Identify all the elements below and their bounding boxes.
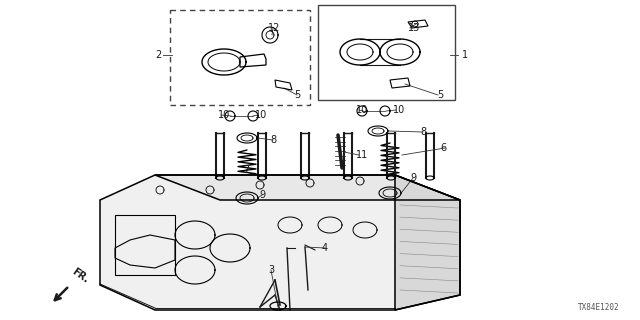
- Text: 13: 13: [408, 23, 420, 33]
- Text: 8: 8: [270, 135, 276, 145]
- Text: 1: 1: [462, 50, 468, 60]
- Text: 3: 3: [268, 265, 274, 275]
- Text: 2: 2: [155, 50, 161, 60]
- Text: 5: 5: [437, 90, 444, 100]
- Text: 10: 10: [356, 105, 368, 115]
- Text: 11: 11: [356, 150, 368, 160]
- Text: FR.: FR.: [70, 267, 90, 285]
- Text: 10: 10: [218, 110, 230, 120]
- Text: 4: 4: [322, 243, 328, 253]
- Polygon shape: [395, 175, 460, 310]
- Text: 7: 7: [243, 165, 249, 175]
- Text: TX84E1202: TX84E1202: [579, 303, 620, 312]
- Text: 6: 6: [440, 143, 446, 153]
- Text: 10: 10: [393, 105, 405, 115]
- Polygon shape: [100, 175, 460, 310]
- Text: 9: 9: [259, 190, 265, 200]
- Text: 10: 10: [255, 110, 268, 120]
- Text: 12: 12: [268, 23, 280, 33]
- Text: 9: 9: [410, 173, 416, 183]
- Text: 5: 5: [294, 90, 300, 100]
- Polygon shape: [155, 175, 460, 200]
- Text: 8: 8: [420, 127, 426, 137]
